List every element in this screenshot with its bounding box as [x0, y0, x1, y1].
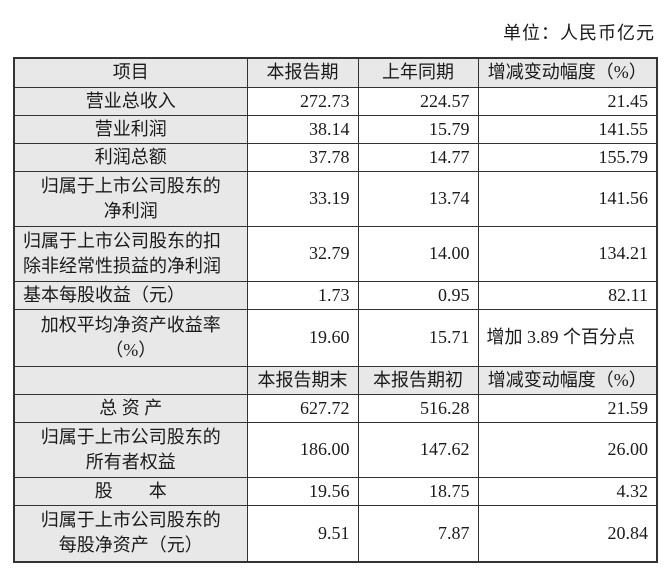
value-change: 21.59 [477, 393, 658, 423]
header-current-period: 本报告期 [246, 57, 359, 88]
value-prior: 516.28 [357, 393, 479, 423]
value-change: 82.11 [477, 280, 658, 310]
header-change-percent: 增减变动幅度（%） [477, 365, 658, 395]
value-prior: 14.77 [357, 142, 479, 172]
value-current: 32.79 [246, 225, 359, 282]
value-current: 627.72 [246, 393, 359, 423]
value-change: 141.55 [477, 114, 658, 144]
row-label: 基本每股收益（元） [13, 280, 248, 310]
value-prior: 7.87 [357, 504, 479, 563]
row-label: 利润总额 [13, 142, 248, 172]
value-prior: 224.57 [357, 86, 479, 116]
unit-label: 单位：人民币亿元 [503, 23, 655, 43]
table-row: 加权平均净资产收益率 （%） 19.60 15.71 增加 3.89 个百分点 [13, 308, 658, 367]
value-prior: 14.00 [357, 225, 479, 282]
header-prior-period: 上年同期 [357, 57, 479, 88]
row-label: 总 资 产 [13, 393, 248, 423]
table-row: 归属于上市公司股东的 所有者权益 186.00 147.62 26.00 [13, 421, 658, 478]
value-change: 26.00 [477, 421, 658, 478]
value-prior: 13.74 [357, 170, 479, 227]
value-prior: 15.79 [357, 114, 479, 144]
row-label: 归属于上市公司股东的扣 除非经常性损益的净利润 [13, 225, 248, 282]
value-change: 155.79 [477, 142, 658, 172]
table-row: 营业总收入 272.73 224.57 21.45 [13, 86, 658, 116]
table-row: 基本每股收益（元） 1.73 0.95 82.11 [13, 280, 658, 310]
table-row: 归属于上市公司股东的 净利润 33.19 13.74 141.56 [13, 170, 658, 227]
header-change-percent: 增减变动幅度（%） [477, 57, 658, 88]
value-current: 37.78 [246, 142, 359, 172]
financial-summary-table: 项目 本报告期 上年同期 增减变动幅度（%） 营业总收入 272.73 224.… [13, 57, 658, 563]
value-prior: 147.62 [357, 421, 479, 478]
table-row: 利润总额 37.78 14.77 155.79 [13, 142, 658, 172]
value-prior: 0.95 [357, 280, 479, 310]
value-current: 38.14 [246, 114, 359, 144]
value-change: 增加 3.89 个百分点 [477, 308, 658, 367]
table-row: 归属于上市公司股东的 每股净资产（元） 9.51 7.87 20.84 [13, 504, 658, 563]
header-period-end: 本报告期末 [246, 365, 359, 395]
row-label: 归属于上市公司股东的 每股净资产（元） [13, 504, 248, 563]
value-current: 9.51 [246, 504, 359, 563]
table-row: 总 资 产 627.72 516.28 21.59 [13, 393, 658, 423]
header-period-start: 本报告期初 [357, 365, 479, 395]
value-current: 1.73 [246, 280, 359, 310]
value-current: 33.19 [246, 170, 359, 227]
value-change: 20.84 [477, 504, 658, 563]
value-current: 19.60 [246, 308, 359, 367]
row-label: 营业总收入 [13, 86, 248, 116]
table-row: 营业利润 38.14 15.79 141.55 [13, 114, 658, 144]
value-prior: 15.71 [357, 308, 479, 367]
row-label: 归属于上市公司股东的 所有者权益 [13, 421, 248, 478]
header-item-label: 项目 [13, 57, 248, 88]
table-header-period: 项目 本报告期 上年同期 增减变动幅度（%） [13, 57, 658, 88]
row-label: 加权平均净资产收益率 （%） [13, 308, 248, 367]
value-current: 186.00 [246, 421, 359, 478]
row-label: 股 本 [13, 476, 248, 506]
row-label: 营业利润 [13, 114, 248, 144]
value-prior: 18.75 [357, 476, 479, 506]
value-change: 134.21 [477, 225, 658, 282]
table-header-balance: 本报告期末 本报告期初 增减变动幅度（%） [13, 365, 658, 395]
value-change: 141.56 [477, 170, 658, 227]
table-row: 股 本 19.56 18.75 4.32 [13, 476, 658, 506]
row-label: 归属于上市公司股东的 净利润 [13, 170, 248, 227]
value-change: 4.32 [477, 476, 658, 506]
header-empty-cell [13, 365, 248, 395]
value-current: 272.73 [246, 86, 359, 116]
table-row: 归属于上市公司股东的扣 除非经常性损益的净利润 32.79 14.00 134.… [13, 225, 658, 282]
value-current: 19.56 [246, 476, 359, 506]
value-change: 21.45 [477, 86, 658, 116]
